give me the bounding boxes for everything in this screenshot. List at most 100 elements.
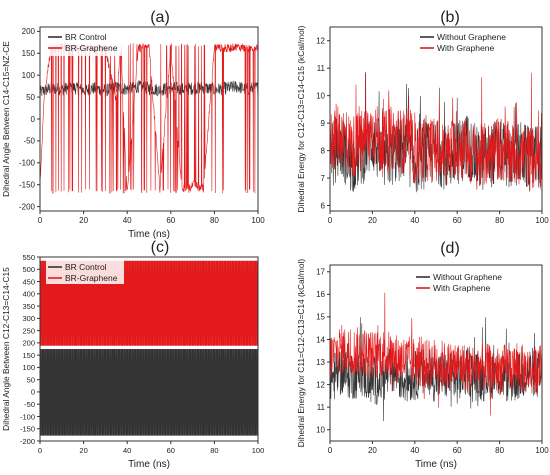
x-tick-label: 40 xyxy=(410,446,419,455)
legend-entry: With Graphene xyxy=(433,283,490,293)
y-tick-label: 400 xyxy=(22,290,35,299)
y-tick-label: -50 xyxy=(23,137,35,146)
traces xyxy=(40,260,258,436)
panel-a-label: (a) xyxy=(150,9,170,26)
series-line-br-graphene xyxy=(40,42,258,195)
y-tick-label: 11 xyxy=(317,403,326,412)
plot-frame xyxy=(329,26,543,212)
series-line-br-graphene xyxy=(40,260,258,346)
svg-text:(c): (c) xyxy=(151,239,170,256)
y-tick-label: 12 xyxy=(316,37,325,46)
y-tick-label: 17 xyxy=(316,268,325,277)
x-tick-label: 0 xyxy=(328,446,333,455)
x-tick-label: 20 xyxy=(368,216,377,225)
legend-entry: BR Control xyxy=(65,32,107,42)
y-tick-label: -150 xyxy=(20,425,35,434)
x-tick-label: 0 xyxy=(38,446,42,455)
series-line-br-control xyxy=(40,80,258,97)
y-tick-label: 7 xyxy=(321,174,326,183)
y-axis-label: Dihedral Angle Between C14-C15=NZ-CE xyxy=(1,41,11,197)
y-tick-label: 450 xyxy=(22,277,35,286)
x-tick-label: 0 xyxy=(38,216,43,225)
y-tick-label: 6 xyxy=(321,201,326,210)
y-axis-label: Dihedral Energy for C11=C12-C13=C14 (kCa… xyxy=(296,259,306,448)
series-line-with-graphene xyxy=(330,72,542,191)
y-tick-label: 9 xyxy=(321,119,326,128)
legend-entry: BR-Graphene xyxy=(65,273,118,283)
panel-c-label: (c) xyxy=(151,239,170,256)
panel-d: 0 20 40 60 80 100 10 11 12 13 14 15 16 17 Time (ns) Dih… xyxy=(296,259,549,470)
x-tick-label: 60 xyxy=(167,446,175,455)
y-tick-label: 13 xyxy=(316,358,325,367)
legend-entry: Without Graphene xyxy=(433,272,502,282)
legend-entry: With Graphene xyxy=(437,43,494,53)
x-tick-label: 40 xyxy=(123,446,131,455)
x-axis-label: Time (ns) xyxy=(128,229,170,240)
x-tick-label: 80 xyxy=(210,216,219,225)
traces xyxy=(330,72,542,193)
y-tick-label: 8 xyxy=(321,146,326,155)
traces xyxy=(40,42,258,195)
y-tick-label: -200 xyxy=(20,437,35,446)
y-tick-label: 10 xyxy=(316,91,325,100)
x-tick-label: 100 xyxy=(535,446,549,455)
x-tick-label: 40 xyxy=(410,216,419,225)
y-tick-label: -100 xyxy=(19,159,36,168)
x-axis-label: Time (ns) xyxy=(128,459,170,470)
series-line-with-graphene xyxy=(330,292,542,416)
svg-text:(b): (b) xyxy=(440,9,460,26)
y-axis-label: Dihedral Energy for C12-C13=C14-C15 (kCa… xyxy=(296,25,306,212)
x-tick-label: 100 xyxy=(251,216,265,225)
series-line-br-control xyxy=(40,348,258,436)
legend-bg xyxy=(414,270,512,294)
panel-b: 0 20 40 60 80 100 6 7 8 9 10 11 12 Dihedral Energy fo… xyxy=(296,25,549,225)
y-tick-label: 550 xyxy=(22,253,35,262)
y-tick-label: 500 xyxy=(22,265,35,274)
legend-entry: Without Graphene xyxy=(437,32,506,42)
y-tick-label: 12 xyxy=(316,380,325,389)
svg-text:(d): (d) xyxy=(440,240,460,257)
panel-c: 0 20 40 60 80 100 -200 -150 -100 -50 0 50 100 150 200 2… xyxy=(1,253,264,470)
x-tick-label: 80 xyxy=(495,216,504,225)
y-tick-label: 50 xyxy=(27,375,35,384)
x-axis-label: Time (ns) xyxy=(415,459,457,470)
y-tick-label: -100 xyxy=(20,412,35,421)
y-tick-label: 200 xyxy=(22,339,35,348)
x-tick-label: 80 xyxy=(210,446,218,455)
y-tick-label: 350 xyxy=(22,302,35,311)
plot-frame xyxy=(329,264,543,442)
y-tick-label: 100 xyxy=(22,363,35,372)
panel-d-label: (d) xyxy=(440,240,460,257)
legend-bg xyxy=(46,260,124,284)
y-tick-label: 14 xyxy=(316,335,325,344)
legend-entry: BR Control xyxy=(65,262,107,272)
x-tick-label: 80 xyxy=(495,446,504,455)
legend-bg xyxy=(418,30,516,54)
x-tick-label: 20 xyxy=(368,446,377,455)
x-tick-label: 20 xyxy=(79,216,88,225)
y-tick-label: 0 xyxy=(31,115,36,124)
x-tick-label: 20 xyxy=(79,446,87,455)
panel-b-label: (b) xyxy=(440,9,460,26)
y-tick-label: 11 xyxy=(317,64,326,73)
y-tick-label: 50 xyxy=(26,93,35,102)
y-tick-label: 200 xyxy=(22,27,36,36)
x-tick-label: 60 xyxy=(453,216,462,225)
panel-a: 0 20 40 60 80 100 -200 -150 -100 -50 0 50 100 150 200 T… xyxy=(1,26,265,240)
y-tick-label: 150 xyxy=(22,49,36,58)
traces xyxy=(330,292,542,422)
y-tick-label: 16 xyxy=(316,290,325,299)
x-tick-label: 40 xyxy=(123,216,132,225)
y-tick-label: -200 xyxy=(19,202,36,211)
legend-bg xyxy=(46,30,124,56)
y-tick-label: -50 xyxy=(24,400,35,409)
x-tick-label: 0 xyxy=(328,216,333,225)
y-tick-label: 150 xyxy=(22,351,35,360)
y-tick-label: 300 xyxy=(22,314,35,323)
y-tick-label: 10 xyxy=(316,426,325,435)
